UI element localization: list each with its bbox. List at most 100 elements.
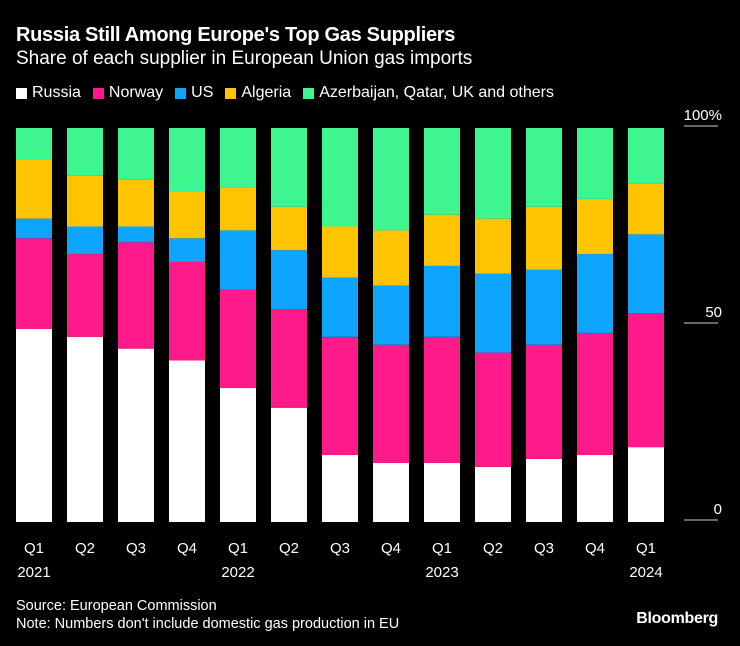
legend-item: Algeria bbox=[225, 84, 291, 102]
x-tick-label: Q4 bbox=[585, 540, 605, 557]
legend-label: Azerbaijan, Qatar, UK and others bbox=[319, 84, 554, 101]
bar-segment-russia bbox=[16, 328, 52, 522]
x-tick-year: 2023 bbox=[425, 564, 458, 581]
bar-segment-us bbox=[373, 285, 409, 345]
legend-swatch bbox=[16, 87, 27, 99]
bar-segment-algeria bbox=[169, 191, 205, 239]
bar-segment-azerbaijan bbox=[424, 128, 460, 215]
source-note: Source: European Commission bbox=[16, 598, 217, 614]
x-tick-label: Q1 bbox=[24, 540, 44, 557]
bar-segment-russia bbox=[220, 388, 256, 522]
y-tick-label: 50 bbox=[705, 304, 722, 321]
legend-item: Azerbaijan, Qatar, UK and others bbox=[303, 84, 554, 102]
x-tick-label: Q3 bbox=[126, 540, 146, 557]
bar-segment-russia bbox=[475, 466, 511, 522]
bar-segment-azerbaijan bbox=[16, 128, 52, 160]
bar-segment-azerbaijan bbox=[271, 128, 307, 207]
bar-segment-russia bbox=[169, 360, 205, 522]
bar-segment-norway bbox=[271, 309, 307, 408]
bar-segment-russia bbox=[424, 462, 460, 522]
bar-segment-norway bbox=[118, 242, 154, 349]
legend-swatch bbox=[92, 87, 104, 99]
bar-segment-algeria bbox=[424, 214, 460, 266]
legend-swatch bbox=[175, 87, 187, 99]
bar-segment-us bbox=[424, 265, 460, 337]
bar-segment-russia bbox=[322, 455, 358, 522]
bar-segment-us bbox=[526, 269, 562, 345]
bar-segment-azerbaijan bbox=[373, 128, 409, 231]
bar-segment-azerbaijan bbox=[526, 128, 562, 207]
bar-segment-us bbox=[577, 254, 613, 333]
legend-label: US bbox=[191, 84, 214, 101]
bar-segment-azerbaijan bbox=[118, 128, 154, 180]
bar-segment-azerbaijan bbox=[169, 128, 205, 192]
legend: Russia Norway US Algeria Azerbaijan, Qatar, … bbox=[16, 84, 554, 102]
bar-segment-algeria bbox=[373, 230, 409, 286]
legend-label: Norway bbox=[108, 84, 164, 101]
x-tick-label: Q3 bbox=[534, 540, 554, 557]
x-tick-label: Q2 bbox=[483, 540, 503, 557]
x-tick-label: Q4 bbox=[381, 540, 401, 557]
legend-swatch bbox=[225, 87, 237, 99]
bar-segment-russia bbox=[373, 462, 409, 522]
bar-segment-norway bbox=[628, 313, 664, 448]
bar-segment-russia bbox=[118, 348, 154, 522]
bar-segment-norway bbox=[67, 254, 103, 337]
bar-segment-azerbaijan bbox=[220, 128, 256, 188]
bar-segment-azerbaijan bbox=[628, 128, 664, 184]
bar-segment-norway bbox=[322, 336, 358, 456]
x-tick-year: 2024 bbox=[629, 564, 662, 581]
bar-segment-russia bbox=[67, 336, 103, 522]
x-tick-label: Q1 bbox=[432, 540, 452, 557]
bar-segment-algeria bbox=[475, 218, 511, 274]
x-tick-label: Q3 bbox=[330, 540, 350, 557]
bar-segment-algeria bbox=[526, 206, 562, 270]
bar-segment-azerbaijan bbox=[67, 128, 103, 176]
bar-segment-azerbaijan bbox=[475, 128, 511, 219]
bloomberg-logo: Bloomberg bbox=[636, 610, 718, 627]
bar-segment-algeria bbox=[322, 226, 358, 278]
legend-item: US bbox=[175, 84, 213, 102]
bar-segment-norway bbox=[220, 289, 256, 389]
bar-segment-us bbox=[16, 218, 52, 239]
x-tick-label: Q1 bbox=[636, 540, 656, 557]
x-tick-year: 2021 bbox=[17, 564, 50, 581]
x-tick-year: 2022 bbox=[221, 564, 254, 581]
x-tick-label: Q1 bbox=[228, 540, 248, 557]
bar-segment-azerbaijan bbox=[577, 128, 613, 199]
bar-segment-algeria bbox=[16, 159, 52, 219]
bar-segment-norway bbox=[475, 352, 511, 467]
bar-segment-norway bbox=[169, 261, 205, 361]
legend-label: Algeria bbox=[241, 84, 292, 101]
bar-segment-us bbox=[220, 230, 256, 290]
bar-segment-algeria bbox=[271, 206, 307, 251]
chart-subtitle: Share of each supplier in European Union… bbox=[16, 48, 473, 69]
bar-segment-algeria bbox=[577, 198, 613, 255]
bar-segment-russia bbox=[271, 407, 307, 522]
bar-segment-us bbox=[475, 273, 511, 353]
bar-segment-russia bbox=[526, 458, 562, 522]
y-tick-label: 0 bbox=[714, 501, 722, 518]
bar-segment-russia bbox=[628, 447, 664, 522]
legend-label: Russia bbox=[32, 84, 81, 101]
bar-segment-norway bbox=[577, 332, 613, 456]
bar-segment-us bbox=[271, 250, 307, 310]
bar-segment-norway bbox=[424, 336, 460, 463]
bar-segment-us bbox=[322, 277, 358, 337]
legend-swatch bbox=[303, 87, 315, 99]
bar-segment-us bbox=[169, 238, 205, 262]
x-tick-label: Q2 bbox=[75, 540, 95, 557]
bar-segment-algeria bbox=[628, 183, 664, 235]
y-tick-label: 100% bbox=[684, 107, 722, 124]
x-tick-label: Q2 bbox=[279, 540, 299, 557]
x-tick-label: Q4 bbox=[177, 540, 197, 557]
bar-segment-russia bbox=[577, 455, 613, 522]
bar-segment-us bbox=[628, 234, 664, 314]
bar-segment-algeria bbox=[67, 175, 103, 227]
legend-item: Norway bbox=[92, 84, 164, 102]
bar-segment-us bbox=[67, 226, 103, 255]
chart-title: Russia Still Among Europe's Top Gas Supp… bbox=[16, 24, 456, 46]
bar-segment-norway bbox=[16, 238, 52, 329]
